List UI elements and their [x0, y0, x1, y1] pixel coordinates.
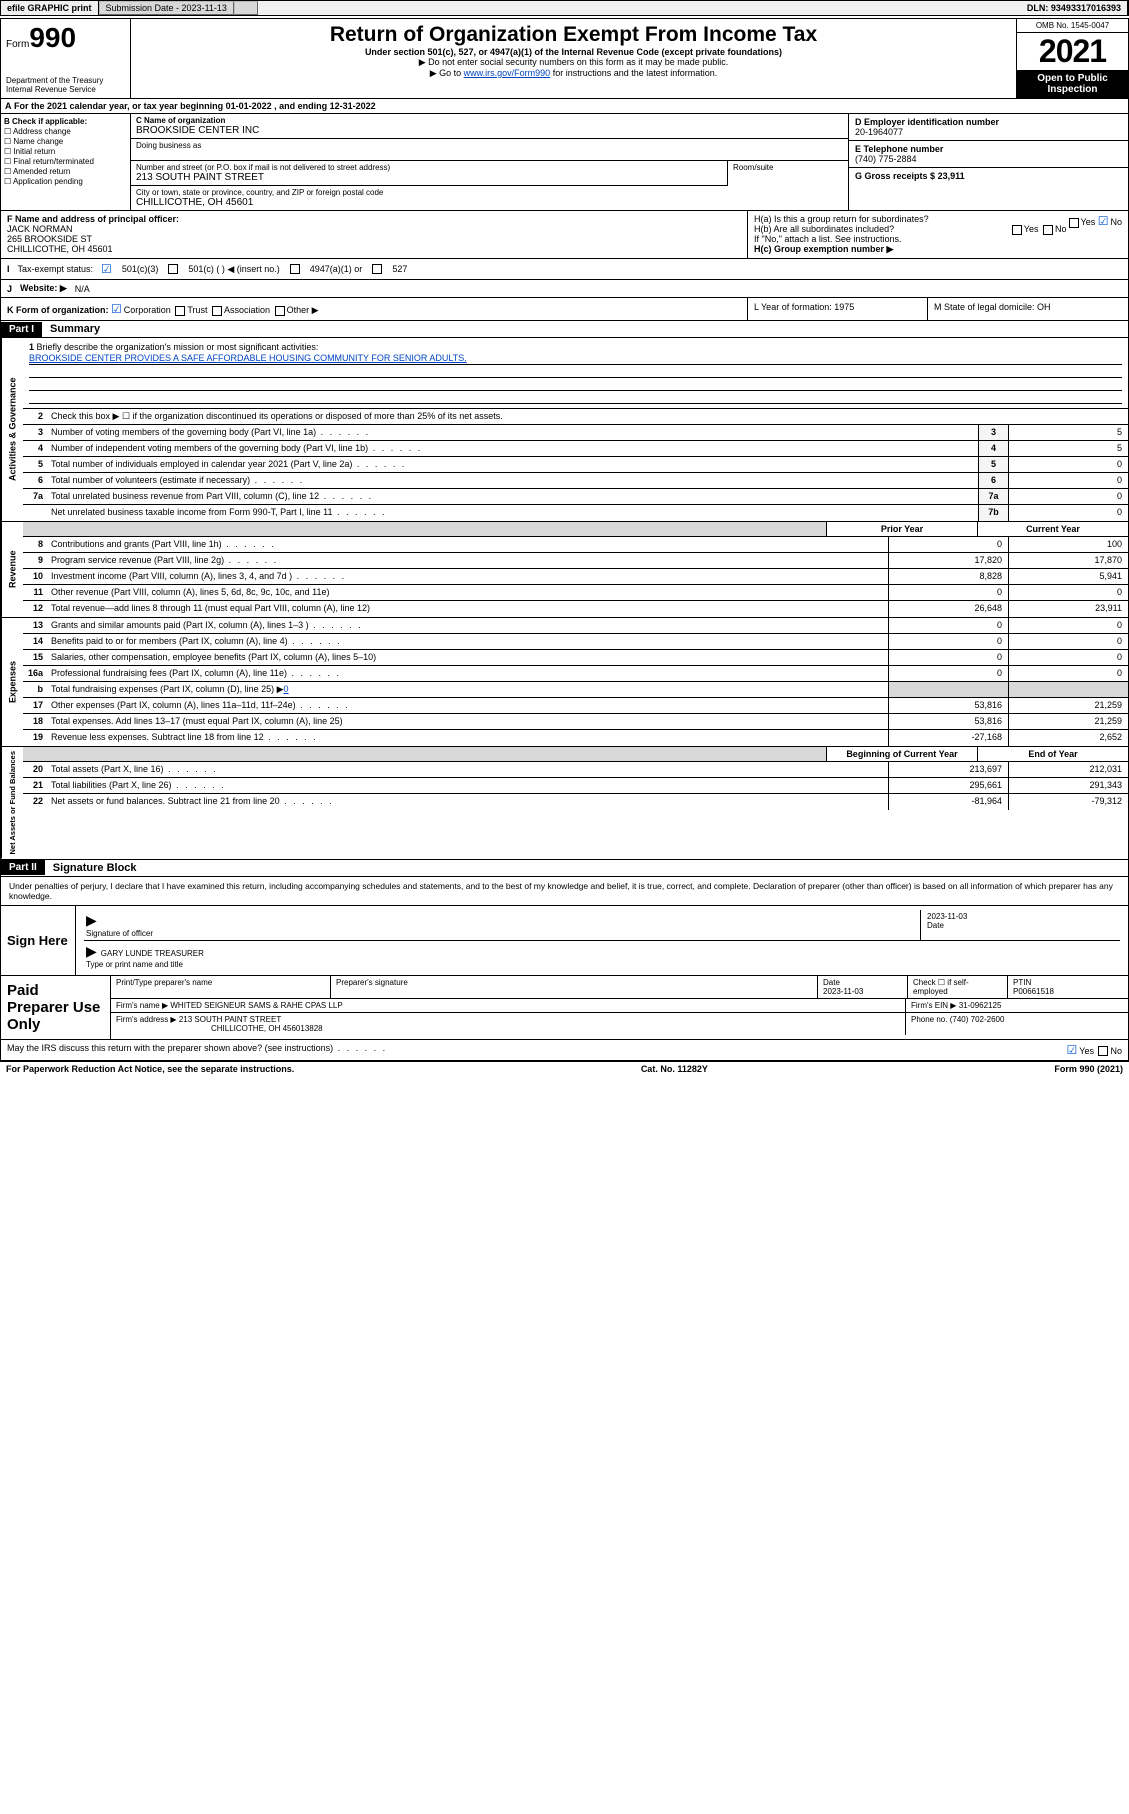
tax-period-row: A For the 2021 calendar year, or tax yea… [0, 99, 1129, 114]
discuss-row: May the IRS discuss this return with the… [1, 1039, 1128, 1060]
c3-check [101, 262, 114, 276]
officer-name: JACK NORMAN [7, 224, 741, 234]
irs-label: Internal Revenue Service [6, 85, 125, 94]
blank-button[interactable] [234, 1, 258, 15]
firm-ein: 31-0962125 [959, 1001, 1002, 1010]
subtitle-1: Under section 501(c), 527, or 4947(a)(1)… [139, 47, 1008, 57]
form-header: Form990 Department of the Treasury Inter… [0, 18, 1129, 99]
tax-period: For the 2021 calendar year, or tax year … [14, 101, 376, 111]
vtab-revenue: Revenue [1, 522, 23, 617]
revenue-section: Revenue Prior YearCurrent Year 8Contribu… [0, 522, 1129, 618]
form-number: Form990 [6, 22, 125, 54]
k-row: K Form of organization: Corporation Trus… [0, 298, 1129, 321]
submission-date-button[interactable]: Submission Date - 2023-11-13 [99, 1, 234, 15]
ha-question: H(a) Is this a group return for subordin… [754, 214, 1122, 224]
top-bar: efile GRAPHIC print Submission Date - 20… [0, 0, 1129, 16]
perjury-statement: Under penalties of perjury, I declare th… [1, 877, 1128, 906]
hb-note: If "No," attach a list. See instructions… [754, 234, 1122, 244]
vtab-net-assets: Net Assets or Fund Balances [1, 747, 23, 859]
officer-addr1: 265 BROOKSIDE ST [7, 234, 741, 244]
expenses-section: Expenses 13Grants and similar amounts pa… [0, 618, 1129, 747]
ein: 20-1964077 [855, 127, 903, 137]
officer-addr2: CHILLICOTHE, OH 45601 [7, 244, 741, 254]
entity-block: B Check if applicable: ☐ Address change … [0, 114, 1129, 211]
subtitle-2: ▶ Do not enter social security numbers o… [139, 57, 1008, 68]
org-name: BROOKSIDE CENTER INC [136, 125, 259, 136]
officer-h-row: F Name and address of principal officer:… [0, 211, 1129, 259]
subtitle-3: ▶ Go to www.irs.gov/Form990 for instruct… [139, 68, 1008, 79]
website-row: JWebsite: ▶N/A [0, 280, 1129, 298]
dept-label: Department of the Treasury [6, 76, 125, 85]
part2-header: Part II Signature Block [0, 860, 1129, 877]
website: N/A [75, 284, 90, 294]
tax-year: 2021 [1017, 33, 1128, 70]
line7a-val: 0 [1008, 489, 1128, 504]
sign-here-label: Sign Here [1, 906, 76, 975]
gross-receipts: 23,911 [938, 171, 965, 181]
dln-label: DLN: 93493317016393 [1021, 1, 1128, 15]
open-inspection: Open to Public Inspection [1017, 70, 1128, 98]
state-domicile: M State of legal domicile: OH [928, 298, 1128, 320]
omb-number: OMB No. 1545-0047 [1017, 19, 1128, 33]
sig-date: 2023-11-03 [927, 912, 967, 921]
irs-link[interactable]: www.irs.gov/Form990 [464, 68, 551, 78]
page-footer: For Paperwork Reduction Act Notice, see … [0, 1061, 1129, 1076]
signature-block: Under penalties of perjury, I declare th… [0, 877, 1129, 1061]
activities-governance: Activities & Governance 1 Briefly descri… [0, 338, 1129, 522]
box-b: B Check if applicable: ☐ Address change … [1, 114, 131, 210]
efile-label: efile GRAPHIC print [1, 1, 99, 15]
tax-exempt-row: ITax-exempt status: 501(c)(3) 501(c) ( )… [0, 259, 1129, 280]
form-title: Return of Organization Exempt From Incom… [139, 23, 1008, 47]
part1-header: Part I Summary [0, 321, 1129, 338]
firm-name: WHITED SEIGNEUR SAMS & RAHE CPAS LLP [170, 1001, 342, 1010]
ptin: P00661518 [1013, 987, 1054, 996]
firm-addr1: 213 SOUTH PAINT STREET [179, 1015, 281, 1024]
vtab-expenses: Expenses [1, 618, 23, 746]
phone: (740) 775-2884 [855, 154, 917, 164]
paid-preparer-section: Paid Preparer Use Only Print/Type prepar… [1, 975, 1128, 1039]
firm-phone: (740) 702-2600 [950, 1015, 1005, 1024]
line7b-val: 0 [1008, 505, 1128, 521]
discuss-yes-check [1067, 1046, 1080, 1056]
street: 213 SOUTH PAINT STREET [136, 172, 264, 183]
ha-no-check [1098, 217, 1111, 227]
mission-text: BROOKSIDE CENTER PROVIDES A SAFE AFFORDA… [29, 352, 1122, 365]
year-formation: L Year of formation: 1975 [748, 298, 928, 320]
line4-val: 5 [1008, 441, 1128, 456]
room-suite-label: Room/suite [728, 161, 848, 186]
line6-val: 0 [1008, 473, 1128, 488]
net-assets-section: Net Assets or Fund Balances Beginning of… [0, 747, 1129, 860]
line5-val: 0 [1008, 457, 1128, 472]
hc-question: H(c) Group exemption number ▶ [754, 244, 1122, 255]
line3-val: 5 [1008, 425, 1128, 440]
officer-name-title: GARY LUNDE TREASURER [101, 949, 204, 958]
city: CHILLICOTHE, OH 45601 [136, 197, 253, 208]
vtab-governance: Activities & Governance [1, 338, 23, 521]
firm-addr2: CHILLICOTHE, OH 456013828 [211, 1024, 323, 1033]
